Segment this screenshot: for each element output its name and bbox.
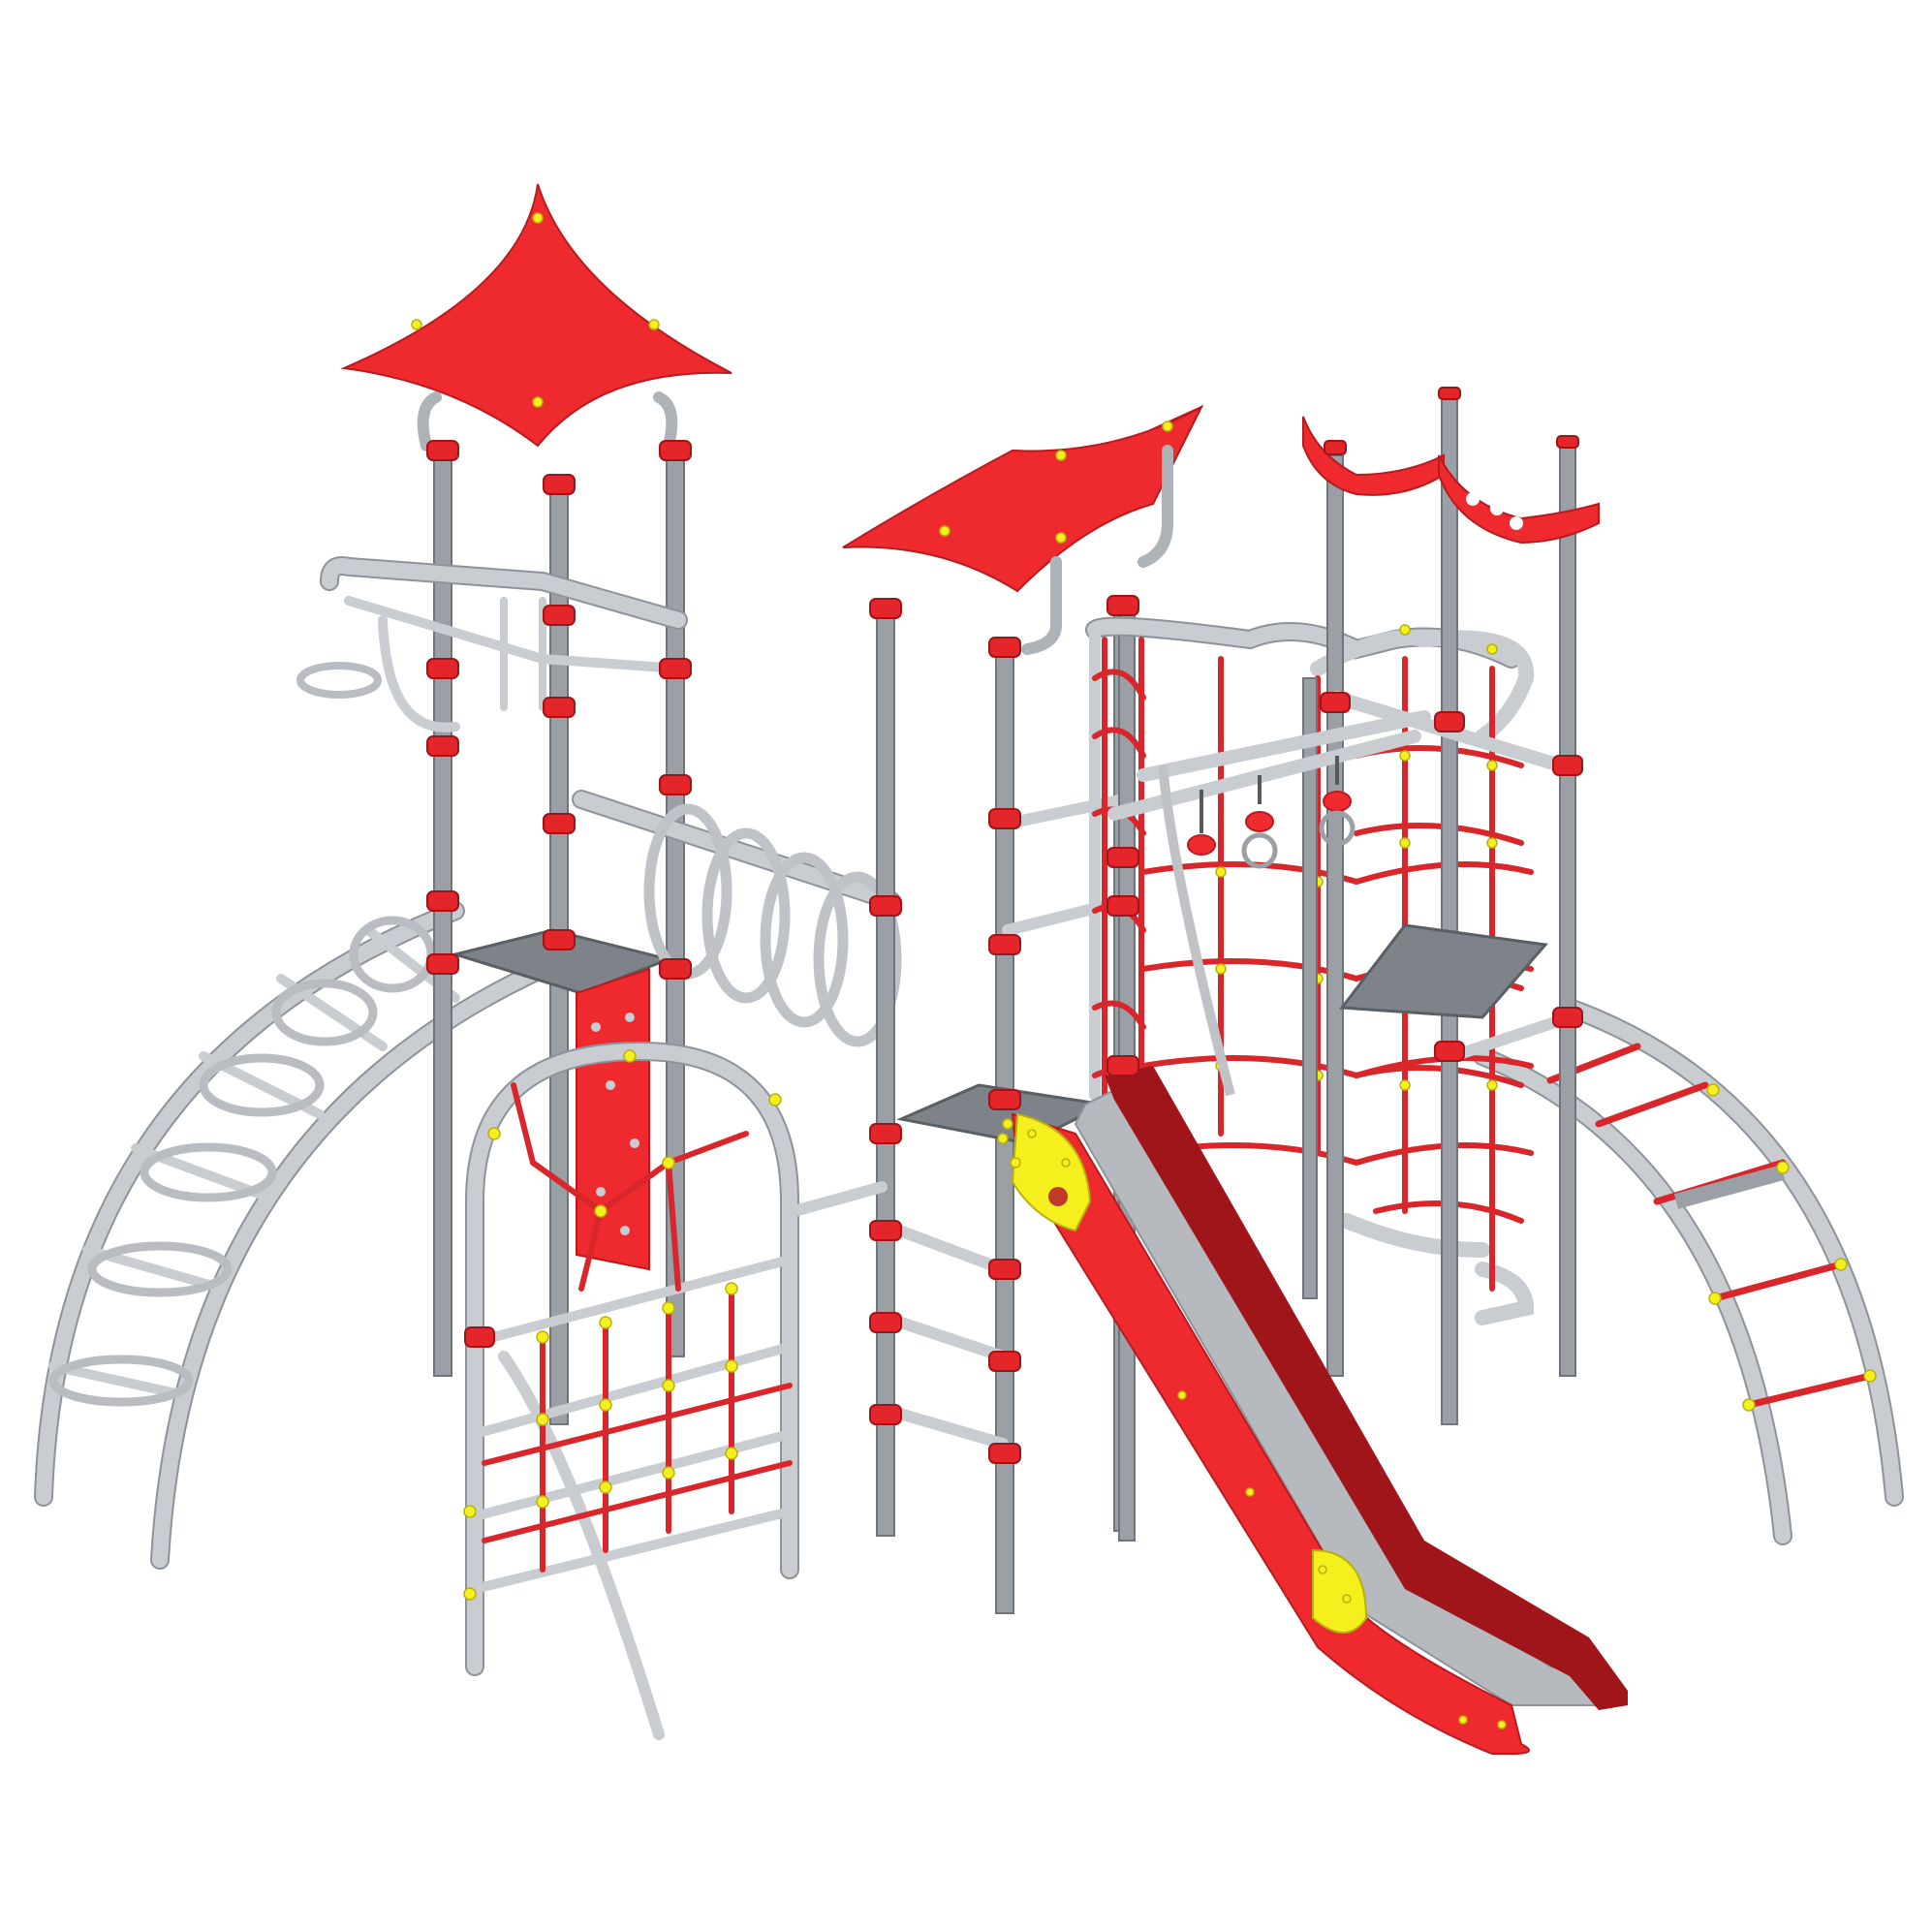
right-arch-ladder-icon [1473, 998, 1904, 1545]
middle-tower [789, 600, 1133, 1614]
left-arch-ladder-icon [34, 901, 552, 1570]
wave-panel-icon [1302, 387, 1600, 545]
rung-ladder-icon [881, 1220, 1009, 1449]
slide-icon [1011, 1066, 1628, 1755]
gymnastic-rings-icon [1107, 730, 1421, 1097]
rope-net-arch-icon [463, 1041, 799, 1740]
climbing-wall-icon [576, 967, 650, 1271]
pyramid-roof-icon [340, 183, 732, 452]
pole-clamps [426, 440, 1583, 1464]
curved-roof-icon [842, 404, 1204, 655]
